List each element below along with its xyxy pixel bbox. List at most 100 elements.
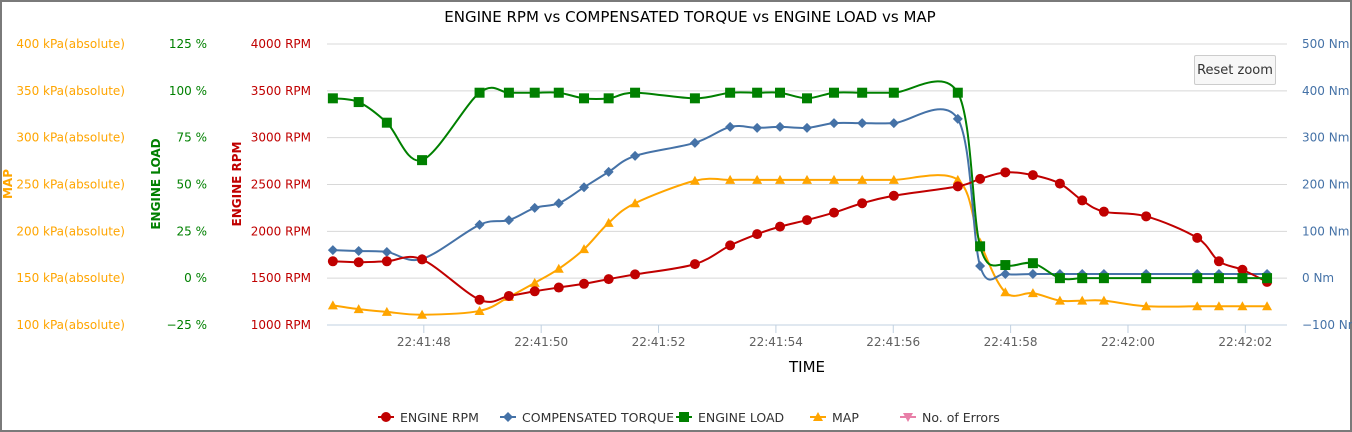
data-point[interactable]: [553, 263, 564, 273]
data-point[interactable]: [1192, 301, 1203, 311]
data-point[interactable]: [775, 221, 786, 232]
data-point[interactable]: [353, 97, 364, 108]
data-point[interactable]: [630, 198, 641, 208]
data-point[interactable]: [503, 290, 514, 301]
data-point[interactable]: [529, 87, 540, 98]
data-point[interactable]: [725, 240, 736, 251]
data-point[interactable]: [1262, 301, 1273, 311]
data-point[interactable]: [828, 87, 839, 98]
data-point[interactable]: [353, 257, 364, 268]
data-point[interactable]: [1077, 273, 1088, 284]
data-point[interactable]: [474, 294, 485, 305]
data-point[interactable]: [857, 174, 868, 184]
data-point[interactable]: [1077, 295, 1088, 305]
data-point[interactable]: [381, 246, 392, 257]
data-point[interactable]: [474, 305, 485, 315]
data-point[interactable]: [553, 282, 564, 293]
data-point[interactable]: [327, 256, 338, 267]
data-point[interactable]: [553, 87, 564, 98]
data-point[interactable]: [1027, 288, 1038, 298]
data-point[interactable]: [327, 245, 338, 256]
data-point[interactable]: [1054, 273, 1065, 284]
series-line[interactable]: [332, 171, 1268, 303]
data-point[interactable]: [630, 150, 641, 161]
data-point[interactable]: [417, 309, 428, 319]
data-point[interactable]: [802, 174, 812, 184]
legend-item-engine-load[interactable]: ENGINE LOAD: [676, 410, 784, 425]
data-point[interactable]: [630, 87, 641, 98]
data-point[interactable]: [802, 122, 812, 133]
data-point[interactable]: [857, 118, 868, 129]
data-point[interactable]: [1000, 260, 1011, 271]
data-point[interactable]: [529, 286, 540, 297]
data-point[interactable]: [802, 215, 812, 226]
data-point[interactable]: [1213, 273, 1224, 284]
data-point[interactable]: [689, 93, 700, 104]
data-point[interactable]: [952, 181, 963, 192]
data-point[interactable]: [952, 113, 963, 124]
data-point[interactable]: [417, 155, 428, 166]
data-point[interactable]: [1027, 170, 1038, 181]
legend-item-map[interactable]: MAP: [810, 410, 859, 425]
data-point[interactable]: [1192, 232, 1203, 243]
data-point[interactable]: [1237, 301, 1248, 311]
data-point[interactable]: [888, 118, 899, 129]
data-point[interactable]: [689, 175, 700, 185]
data-point[interactable]: [603, 166, 614, 177]
data-point[interactable]: [1098, 295, 1109, 305]
data-point[interactable]: [529, 277, 540, 287]
data-point[interactable]: [752, 174, 763, 184]
data-point[interactable]: [630, 269, 641, 280]
data-point[interactable]: [888, 190, 899, 201]
data-point[interactable]: [1098, 273, 1109, 284]
data-point[interactable]: [353, 304, 364, 314]
data-point[interactable]: [888, 174, 899, 184]
data-point[interactable]: [1141, 273, 1152, 284]
data-point[interactable]: [1213, 256, 1224, 267]
data-point[interactable]: [725, 121, 736, 132]
data-point[interactable]: [381, 306, 392, 316]
data-point[interactable]: [857, 198, 868, 209]
data-point[interactable]: [1054, 178, 1065, 189]
data-point[interactable]: [1262, 273, 1273, 284]
data-point[interactable]: [327, 300, 338, 310]
data-point[interactable]: [1077, 195, 1088, 206]
data-point[interactable]: [775, 174, 786, 184]
data-point[interactable]: [381, 117, 392, 128]
data-point[interactable]: [1237, 264, 1248, 275]
data-point[interactable]: [752, 229, 763, 240]
data-point[interactable]: [689, 137, 700, 148]
data-point[interactable]: [553, 198, 564, 209]
data-point[interactable]: [725, 174, 736, 184]
data-point[interactable]: [752, 87, 763, 98]
data-point[interactable]: [1000, 167, 1011, 178]
data-point[interactable]: [381, 256, 392, 267]
data-point[interactable]: [952, 174, 963, 184]
data-point[interactable]: [975, 173, 986, 184]
data-point[interactable]: [975, 260, 986, 271]
legend-item-no-of-errors[interactable]: No. of Errors: [900, 410, 1000, 425]
data-point[interactable]: [353, 246, 364, 257]
data-point[interactable]: [474, 87, 485, 98]
data-point[interactable]: [975, 241, 986, 252]
data-point[interactable]: [579, 93, 590, 104]
data-point[interactable]: [1213, 301, 1224, 311]
data-point[interactable]: [752, 122, 763, 133]
data-point[interactable]: [474, 219, 485, 230]
data-point[interactable]: [828, 174, 839, 184]
data-point[interactable]: [503, 215, 514, 226]
legend-item-compensated-torque[interactable]: COMPENSATED TORQUE: [500, 410, 674, 425]
data-point[interactable]: [1141, 211, 1152, 222]
data-point[interactable]: [603, 93, 614, 104]
reset-zoom-button[interactable]: Reset zoom: [1194, 55, 1276, 85]
data-point[interactable]: [603, 217, 614, 227]
data-point[interactable]: [828, 118, 839, 129]
data-point[interactable]: [775, 121, 786, 132]
legend-item-engine-rpm[interactable]: ENGINE RPM: [378, 410, 479, 425]
data-point[interactable]: [1141, 301, 1152, 311]
data-point[interactable]: [802, 93, 812, 104]
data-point[interactable]: [775, 87, 786, 98]
data-point[interactable]: [503, 87, 514, 98]
data-point[interactable]: [603, 274, 614, 285]
data-point[interactable]: [327, 93, 338, 104]
